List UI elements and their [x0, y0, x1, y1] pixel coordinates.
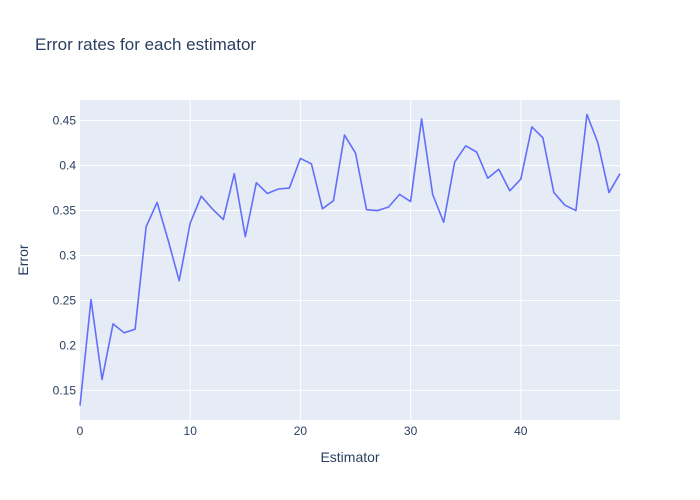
y-tick-label: 0.45	[53, 114, 77, 128]
x-tick-label: 20	[294, 424, 308, 438]
x-tick-label: 30	[404, 424, 418, 438]
y-tick-label: 0.15	[53, 383, 77, 397]
y-tick-label: 0.4	[59, 159, 76, 173]
grid-lines	[80, 100, 620, 420]
y-tick-label: 0.3	[59, 249, 76, 263]
x-tick-label: 10	[184, 424, 198, 438]
y-axis-title: Error	[15, 244, 31, 275]
tick-labels: 0.15 0.2 0.25 0.3 0.35 0.4 0.45 0 10 20 30 40	[53, 114, 528, 438]
y-tick-label: 0.2	[59, 338, 76, 352]
series-line	[79, 113, 621, 406]
x-tick-label: 40	[514, 424, 528, 438]
chart-title: Error rates for each estimator	[35, 35, 256, 54]
x-axis-title: Estimator	[320, 449, 379, 465]
series-layer	[79, 113, 621, 406]
y-tick-label: 0.25	[53, 293, 77, 307]
x-tick-label: 0	[77, 424, 84, 438]
y-tick-label: 0.35	[53, 204, 77, 218]
plot-area	[80, 100, 620, 420]
